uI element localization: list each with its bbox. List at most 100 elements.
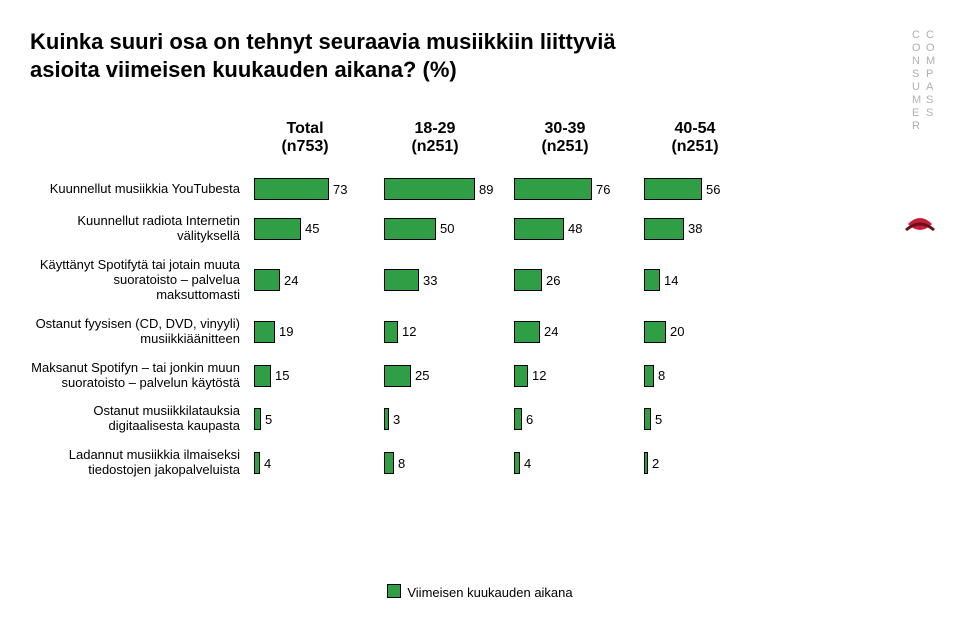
bar-cell: 12 (514, 365, 644, 387)
bar (514, 408, 522, 430)
bar-cell: 50 (384, 218, 514, 240)
bar-cell: 8 (384, 452, 514, 474)
bar-cell: 3 (384, 408, 514, 430)
bar-cell: 89 (384, 178, 514, 200)
bar (254, 178, 329, 200)
svg-text:A: A (926, 81, 934, 93)
svg-text:C: C (912, 29, 920, 41)
bar-value: 48 (568, 221, 582, 236)
bar-cell: 15 (254, 365, 384, 387)
bar (514, 452, 520, 474)
bar (514, 218, 564, 240)
bar (644, 365, 654, 387)
bar-value: 4 (524, 456, 531, 471)
row-label: Käyttänyt Spotifytä tai jotain muuta suo… (30, 258, 254, 303)
bar (384, 452, 394, 474)
bar (644, 321, 666, 343)
bar-value: 76 (596, 182, 610, 197)
bar-value: 56 (706, 182, 720, 197)
chart-row: Ostanut musiikkilatauksia digitaalisesta… (30, 404, 800, 434)
bar (644, 178, 702, 200)
bar (514, 269, 542, 291)
bar-cell: 4 (254, 452, 384, 474)
column-header: 40-54(n251) (630, 120, 760, 164)
bar (644, 218, 684, 240)
brand-logo: CONSUMERCOMPASS (904, 24, 936, 284)
bar-value: 12 (532, 368, 546, 383)
svg-text:S: S (926, 107, 933, 119)
bar-cell: 24 (254, 269, 384, 291)
row-label: Ladannut musiikkia ilmaiseksi tiedostoje… (30, 448, 254, 478)
bar-value: 14 (664, 273, 678, 288)
bar-value: 38 (688, 221, 702, 236)
bar-cell: 33 (384, 269, 514, 291)
column-header: Total(n753) (240, 120, 370, 164)
legend-swatch (387, 584, 401, 598)
svg-text:S: S (926, 94, 933, 106)
bar-value: 73 (333, 182, 347, 197)
row-label: Ostanut musiikkilatauksia digitaalisesta… (30, 404, 254, 434)
bar-cell: 20 (644, 321, 774, 343)
bar (644, 452, 648, 474)
svg-text:N: N (912, 55, 920, 67)
bar-cell: 73 (254, 178, 384, 200)
bar (254, 218, 301, 240)
bar-cell: 38 (644, 218, 774, 240)
svg-text:E: E (912, 107, 919, 119)
bar (644, 269, 660, 291)
bar-cell: 45 (254, 218, 384, 240)
chart-row: Kuunnellut musiikkia YouTubesta73897656 (30, 178, 800, 200)
chart-row: Ostanut fyysisen (CD, DVD, vinyyli) musi… (30, 317, 800, 347)
chart-row: Maksanut Spotifyn – tai jonkin muun suor… (30, 361, 800, 391)
bar (254, 321, 275, 343)
bar-value: 26 (546, 273, 560, 288)
legend: Viimeisen kuukauden aikana (0, 584, 960, 600)
chart-row: Ladannut musiikkia ilmaiseksi tiedostoje… (30, 448, 800, 478)
bar (514, 321, 540, 343)
svg-text:O: O (912, 42, 921, 54)
svg-text:M: M (912, 94, 921, 106)
row-label: Ostanut fyysisen (CD, DVD, vinyyli) musi… (30, 317, 254, 347)
svg-text:O: O (926, 42, 935, 54)
bar (384, 269, 419, 291)
svg-text:P: P (926, 68, 933, 80)
bar (254, 452, 260, 474)
bar-value: 45 (305, 221, 319, 236)
chart-grid: Total(n753)18-29(n251)30-39(n251)40-54(n… (30, 120, 800, 492)
bar-cell: 25 (384, 365, 514, 387)
bar (514, 178, 592, 200)
chart-title: Kuinka suuri osa on tehnyt seuraavia mus… (30, 28, 650, 83)
bar-value: 6 (526, 412, 533, 427)
svg-text:M: M (926, 55, 935, 67)
bar-value: 5 (655, 412, 662, 427)
bar (254, 269, 280, 291)
bar-cell: 5 (644, 408, 774, 430)
chart-row: Kuunnellut radiota Internetin välityksel… (30, 214, 800, 244)
bar-cell: 76 (514, 178, 644, 200)
bar-value: 12 (402, 324, 416, 339)
bar-value: 19 (279, 324, 293, 339)
bar-cell: 56 (644, 178, 774, 200)
column-header: 30-39(n251) (500, 120, 630, 164)
bar (384, 408, 389, 430)
bar-value: 20 (670, 324, 684, 339)
bar (384, 218, 436, 240)
bar-value: 4 (264, 456, 271, 471)
bar-value: 50 (440, 221, 454, 236)
bar-cell: 4 (514, 452, 644, 474)
bar-cell: 24 (514, 321, 644, 343)
svg-text:S: S (912, 68, 919, 80)
bar (254, 408, 261, 430)
svg-text:R: R (912, 120, 920, 132)
bar-cell: 8 (644, 365, 774, 387)
bar (514, 365, 528, 387)
bar-cell: 12 (384, 321, 514, 343)
bar-cell: 6 (514, 408, 644, 430)
bar (384, 178, 475, 200)
row-label: Maksanut Spotifyn – tai jonkin muun suor… (30, 361, 254, 391)
bar-value: 24 (284, 273, 298, 288)
bar-value: 33 (423, 273, 437, 288)
chart-row: Käyttänyt Spotifytä tai jotain muuta suo… (30, 258, 800, 303)
bar (254, 365, 271, 387)
legend-label: Viimeisen kuukauden aikana (407, 585, 572, 600)
